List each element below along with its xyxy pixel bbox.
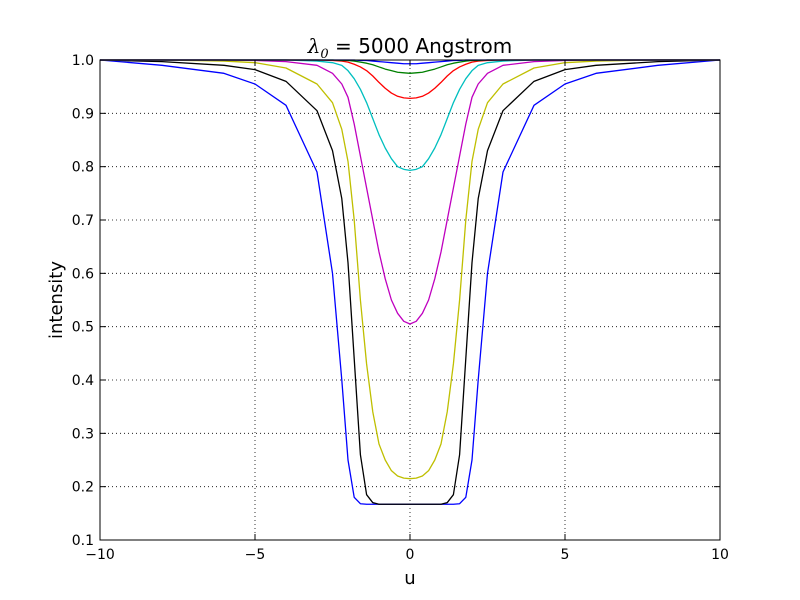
title-subscript: 0 [320,47,328,62]
y-tick-label-4: 0.5 [72,320,94,336]
title-value: 5000 Angstrom [358,34,512,58]
y-tick-label-7: 0.8 [72,160,94,176]
series-line-3 [100,59,720,480]
x-tick-label-2: 0 [406,547,415,563]
x-axis-label: u [404,568,415,589]
x-tick-label-1: −5 [245,547,266,563]
y-tick-label-6: 0.7 [72,213,94,229]
x-tick-label-4: 10 [711,547,729,563]
y-tick-labels: 0.1 0.2 0.3 0.4 0.5 0.6 0.7 0.8 0.9 1.0 [72,53,94,549]
title-equals: = [329,34,358,58]
y-tick-label-1: 0.2 [72,480,94,496]
series-line-4 [100,59,720,325]
x-tick-labels: −10 −5 0 5 10 [85,547,729,563]
series-line-2 [99,59,721,505]
x-tick-label-0: −10 [85,547,115,563]
axis-ticks [99,59,721,541]
y-tick-label-2: 0.3 [72,426,94,442]
title-lambda: λ [307,34,321,58]
y-tick-label-0: 0.1 [72,533,94,549]
x-tick-label-3: 5 [561,547,570,563]
y-tick-label-9: 1.0 [72,53,94,69]
chart-title: λ0 = 5000 Angstrom [307,34,513,62]
series-line-5 [100,59,720,172]
y-tick-label-3: 0.4 [72,373,94,389]
y-axis-label: intensity [46,261,67,339]
y-tick-label-8: 0.9 [72,106,94,122]
y-tick-label-5: 0.6 [72,266,94,282]
